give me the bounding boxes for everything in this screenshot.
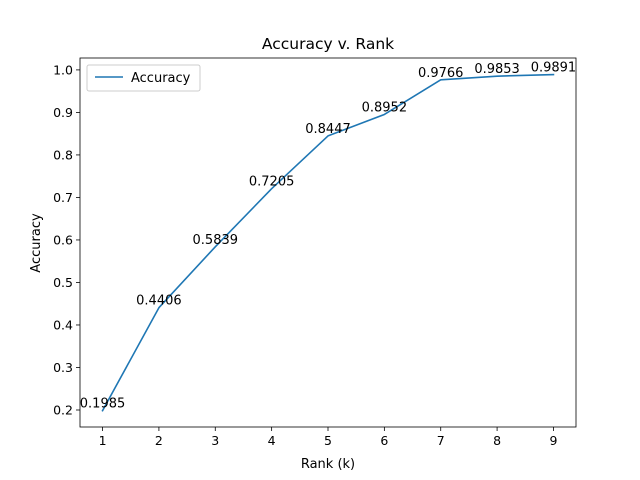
data-label: 0.7205: [249, 175, 295, 190]
y-tick-label: 0.5: [53, 275, 73, 290]
y-tick-label: 0.8: [53, 147, 73, 162]
x-tick-label: 5: [324, 433, 332, 448]
x-tick-label: 2: [155, 433, 163, 448]
plot-area: 1 2 3 4 5 6 7 8 9 0.2 0.3 0.4 0.5 0.6 0.7 0.8 0.9 1.0 0.19…: [53, 57, 577, 448]
x-tick-label: 3: [211, 433, 219, 448]
x-tick-label: 7: [437, 433, 445, 448]
x-tick-label: 1: [99, 433, 107, 448]
legend: Accuracy: [86, 64, 201, 92]
axes-frame: [79, 57, 577, 428]
y-tick-label: 1.0: [53, 62, 73, 77]
x-tick-label: 6: [380, 433, 388, 448]
data-label: 0.1985: [80, 397, 126, 412]
y-axis-label: Accuracy: [29, 213, 44, 273]
data-label: 0.9853: [474, 62, 520, 77]
data-label: 0.8952: [362, 100, 408, 115]
legend-box: [86, 64, 201, 92]
chart-title: Accuracy v. Rank: [262, 35, 394, 53]
data-label: 0.9891: [531, 61, 577, 76]
data-label: 0.8447: [305, 122, 351, 137]
data-label: 0.5839: [193, 233, 239, 248]
x-tick-label: 9: [549, 433, 557, 448]
y-tick-label: 0.6: [53, 232, 73, 247]
x-tick-label: 4: [268, 433, 276, 448]
y-tick-label: 0.3: [53, 360, 73, 375]
y-tick-label: 0.2: [53, 402, 73, 417]
legend-label-accuracy: Accuracy: [131, 71, 191, 86]
y-tick-label: 0.4: [53, 317, 73, 332]
data-label: 0.4406: [136, 294, 182, 309]
y-tick-label: 0.9: [53, 105, 73, 120]
x-axis-label: Rank (k): [301, 457, 355, 472]
y-tick-label: 0.7: [53, 190, 73, 205]
x-tick-label: 8: [493, 433, 501, 448]
series-line-accuracy: [101, 73, 555, 412]
data-label: 0.9766: [418, 66, 464, 81]
